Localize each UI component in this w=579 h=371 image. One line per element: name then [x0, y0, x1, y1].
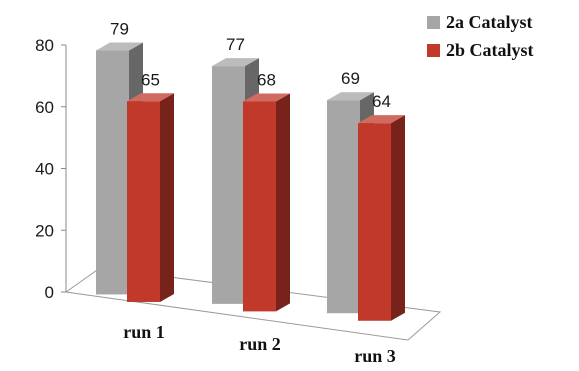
- y-tick-label: 20: [35, 221, 54, 240]
- bar-top: [96, 42, 143, 51]
- data-label: 77: [226, 35, 245, 54]
- bar-side: [391, 115, 405, 321]
- y-tick-label: 40: [35, 160, 54, 179]
- legend-swatch: [427, 44, 440, 57]
- bar: [243, 101, 276, 312]
- legend-label: 2b Catalyst: [446, 40, 534, 60]
- chart-floor: [64, 267, 442, 341]
- floor-outline: [64, 267, 442, 341]
- legend-swatch: [427, 16, 440, 29]
- bar-top: [327, 92, 374, 101]
- bars: [96, 42, 405, 321]
- data-labels: 79 65 77 68 69 64: [110, 20, 391, 112]
- data-label: 64: [372, 92, 391, 111]
- bar: [358, 123, 391, 321]
- data-label: 69: [341, 69, 360, 88]
- data-label: 68: [257, 70, 276, 89]
- bar: [212, 66, 245, 304]
- legend: 2a Catalyst 2b Catalyst: [427, 12, 534, 60]
- bar-side: [160, 93, 174, 302]
- bar-top: [243, 93, 290, 102]
- bar-side: [276, 93, 290, 312]
- y-tick-label: 80: [35, 36, 54, 55]
- y-tick-label: 0: [45, 283, 54, 302]
- data-label: 65: [141, 70, 160, 89]
- x-category-label: run 1: [123, 322, 165, 342]
- bar: [127, 101, 160, 302]
- bar: [327, 100, 360, 314]
- bar-top: [212, 58, 259, 67]
- legend-label: 2a Catalyst: [446, 12, 533, 32]
- bar-top: [358, 115, 405, 124]
- bar: [96, 50, 129, 295]
- x-category-label: run 2: [239, 334, 281, 354]
- x-category-label: run 3: [354, 346, 396, 366]
- bar-top: [127, 93, 174, 102]
- data-label: 79: [110, 20, 129, 39]
- y-axis: 0 20 40 60 80: [35, 36, 67, 302]
- category-labels: run 1 run 2 run 3: [123, 322, 396, 366]
- y-tick-label: 60: [35, 98, 54, 117]
